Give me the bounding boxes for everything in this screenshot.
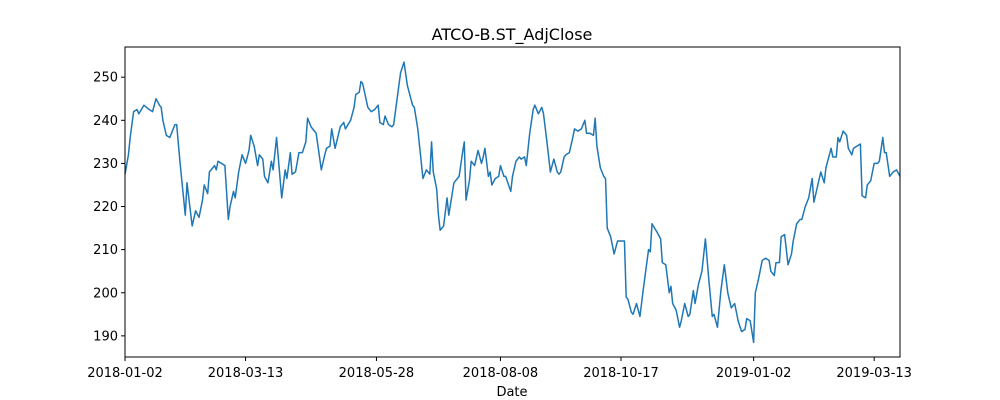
x-tick-label: 2019-01-02 [716,366,792,381]
x-tick-label: 2018-05-28 [339,366,415,381]
x-tick-label: 2018-01-02 [87,366,163,381]
x-tick-label: 2018-08-08 [463,366,539,381]
price-line [124,61,901,344]
y-tick-label: 200 [93,286,118,301]
y-tick-label: 240 [93,114,118,129]
chart-title: ATCO-B.ST_AdjClose [432,25,593,45]
plot-frame [124,46,901,358]
y-tick-label: 190 [93,329,118,344]
x-tick-label: 2019-03-13 [836,366,912,381]
y-tick-label: 220 [93,200,118,215]
x-axis-label: Date [496,385,527,400]
x-tick-label: 2018-03-13 [208,366,284,381]
y-tick-label: 210 [93,243,118,258]
y-tick-label: 250 [93,71,118,86]
x-tick-label: 2018-10-17 [583,366,659,381]
y-tick-label: 230 [93,157,118,172]
